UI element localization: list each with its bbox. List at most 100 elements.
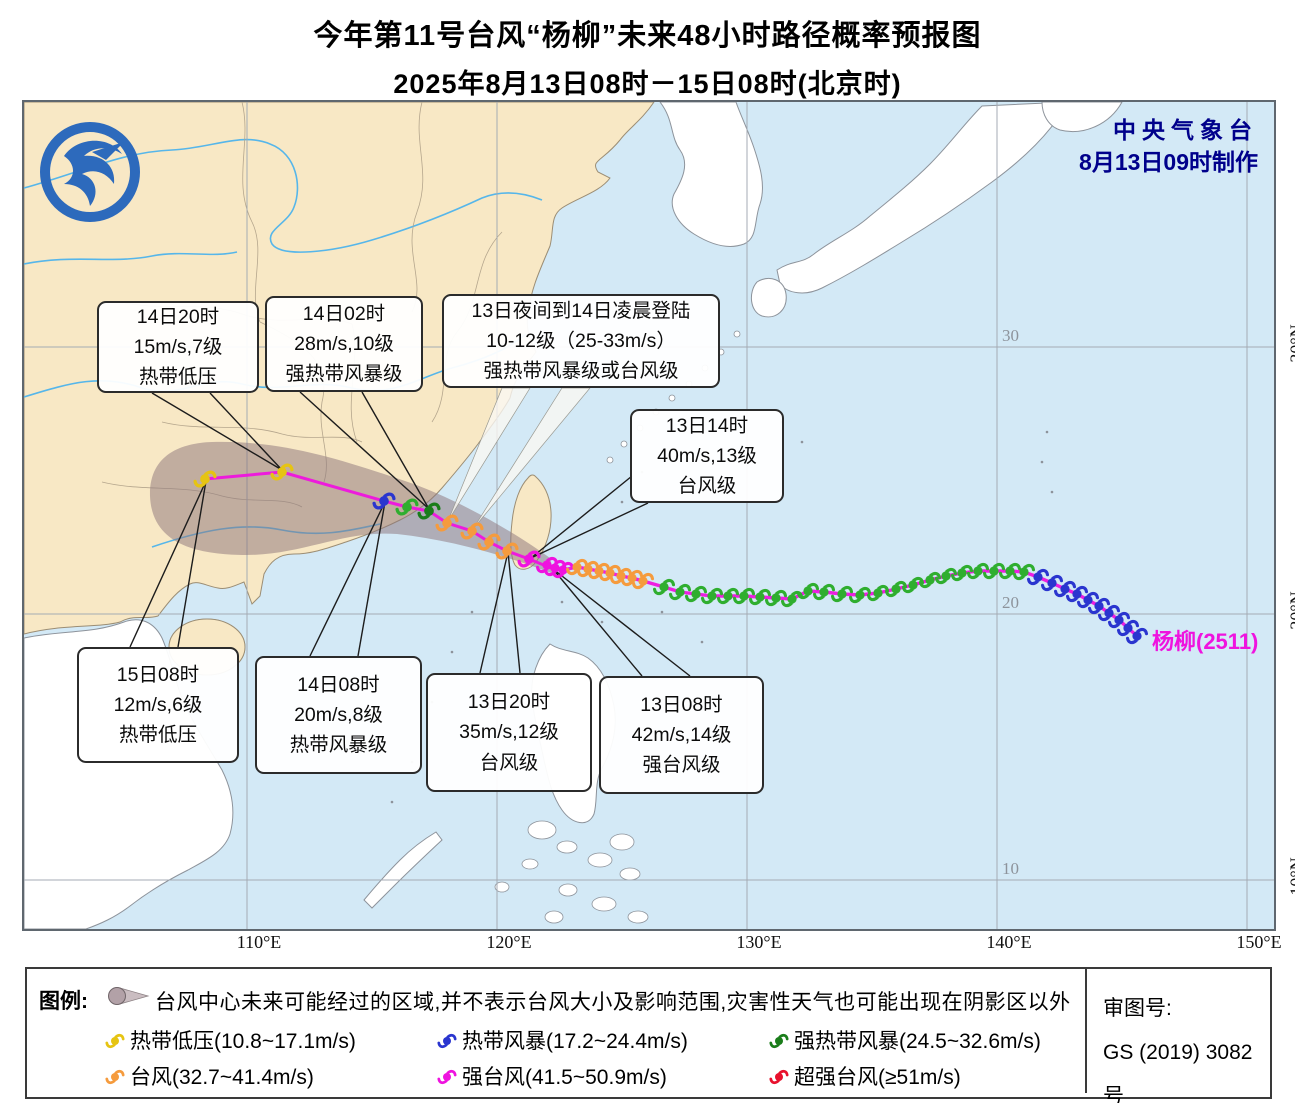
typhoon-symbol: [576, 560, 600, 578]
typhoon-symbol: [884, 580, 908, 598]
typhoon-symbol: [193, 470, 217, 488]
legend-cone-note: 台风中心未来可能经过的区域,并不表示台风大小及影响范围,灾害性天气也可能出现在阴…: [155, 991, 1071, 1014]
callout-line: 台风级: [479, 751, 539, 774]
legend-item-label: 台风(32.7~41.4m/s): [130, 1066, 314, 1089]
forecast-callout-5: 14日08时 20m/s,8级 热带风暴级: [255, 656, 422, 774]
legend-item-label: 超强台风(≥51m/s): [794, 1066, 961, 1089]
issue-time: 8月13日09时制作: [1079, 149, 1258, 176]
map-review-number: 审图号: GS (2019) 3082号: [1103, 987, 1270, 1103]
lon-tick-label: 110°E: [236, 932, 282, 952]
forecast-callout-6: 13日20时 35m/s,12级 台风级: [426, 673, 592, 792]
callout-line: 35m/s,12级: [459, 721, 559, 744]
callout-line: 12m/s,6级: [113, 693, 203, 716]
callout-line: 40m/s,13级: [657, 444, 757, 467]
callout-line: 热带低压: [138, 366, 217, 389]
typhoon-symbol: [830, 585, 854, 603]
typhoon-symbol: [1053, 580, 1077, 598]
typhoon-symbol: [460, 522, 484, 540]
legend-typhoon-icon: [437, 1033, 457, 1049]
typhoon-symbol: [764, 589, 788, 607]
callout-line: 13日20时: [467, 691, 551, 714]
forecast-callout-4: 15日08时 12m/s,6级 热带低压: [77, 647, 239, 763]
typhoon-symbol: [716, 587, 740, 605]
typhoon-symbol: [270, 463, 294, 481]
callout-line: 热带低压: [118, 724, 197, 747]
legend-item-STSd: 强热带风暴(24.5~32.6m/s): [769, 1025, 1041, 1055]
typhoon-symbol: [587, 562, 611, 580]
typhoon-symbol: [1097, 604, 1121, 622]
legend-title: 图例:: [39, 990, 88, 1013]
typhoon-symbol: [565, 558, 589, 576]
callout-line: 14日02时: [302, 302, 386, 325]
typhoon-symbol: [620, 569, 644, 587]
map-canvas: 30 20 10: [24, 102, 1274, 929]
typhoon-symbol: [598, 564, 622, 582]
legend-item-label: 热带风暴(17.2~24.4m/s): [462, 1030, 688, 1053]
typhoon-symbol: [684, 585, 708, 603]
typhoon-symbol: [417, 502, 441, 520]
typhoon-track-map: 30 20 10 中央气象台 8月13日09时制作 杨柳(2511) 14日20时 1…: [22, 100, 1276, 931]
cone-icon: [108, 987, 150, 1005]
callout-line: 强热带风暴级或台风级: [483, 360, 679, 383]
typhoon-symbol: [982, 562, 1006, 580]
typhoon-symbol: [1026, 568, 1050, 586]
typhoon-symbol: [748, 588, 772, 606]
forecast-callout-2: 13日夜间到14日凌晨登陆 10-12级（25-33m/s） 强热带风暴级或台风级: [442, 294, 720, 388]
review-value: GS (2019) 3082号: [1103, 1041, 1253, 1103]
callout-line: 热带风暴级: [289, 734, 388, 757]
legend-item-label: 强热带风暴(24.5~32.6m/s): [794, 1030, 1041, 1053]
review-label: 审图号:: [1103, 997, 1172, 1020]
legend-item-TY: 台风(32.7~41.4m/s): [105, 1061, 314, 1091]
legend-item-SuperTY: 超强台风(≥51m/s): [769, 1061, 961, 1091]
typhoon-symbol: [1116, 619, 1140, 637]
typhoon-symbol: [998, 562, 1022, 580]
typhoon-symbol: [551, 561, 575, 579]
typhoon-symbol: [435, 514, 459, 532]
legend-typhoon-icon: [437, 1069, 457, 1085]
forecast-callout-7: 13日08时 42m/s,14级 强台风级: [599, 676, 764, 794]
callout-line: 强台风级: [642, 754, 721, 777]
typhoon-symbol: [609, 567, 633, 585]
callout-line: 20m/s,8级: [294, 703, 383, 726]
legend-typhoon-icon: [105, 1069, 125, 1085]
callout-line: 台风级: [677, 475, 737, 498]
legend-item-TD: 热带低压(10.8~17.1m/s): [105, 1025, 356, 1055]
svg-text:10: 10: [1002, 859, 1019, 878]
callout-line: 13日夜间到14日凌晨登陆: [471, 299, 691, 322]
typhoon-symbol: [477, 533, 501, 551]
typhoon-symbol: [848, 586, 872, 604]
page-title: 今年第11号台风“杨柳”未来48小时路径概率预报图 2025年8月13日08时－…: [0, 12, 1295, 101]
typhoon-symbol: [700, 587, 724, 605]
legend-item-STY: 强台风(41.5~50.9m/s): [437, 1061, 667, 1091]
callout-line: 14日08时: [297, 673, 380, 696]
typhoon-symbol: [1076, 591, 1100, 609]
lon-tick-label: 130°E: [736, 932, 782, 952]
legend-typhoon-icon: [105, 1033, 125, 1049]
callout-line: 14日20时: [136, 305, 220, 328]
typhoon-symbol: [812, 583, 836, 601]
svg-text:30: 30: [1002, 326, 1019, 345]
typhoon-symbol: [631, 572, 655, 590]
typhoon-symbol: [966, 562, 990, 580]
lat-tick-label: 20°N: [1286, 591, 1295, 630]
typhoon-symbol: [1040, 574, 1064, 592]
legend-typhoon-icon: [769, 1033, 789, 1049]
typhoon-symbol: [1087, 597, 1111, 615]
legend-typhoon-icon: [769, 1069, 789, 1085]
agency-credit: 中央气象台 8月13日09时制作: [1079, 114, 1258, 178]
legend-divider: [1085, 969, 1087, 1093]
typhoon-symbol: [517, 550, 541, 568]
agency-name: 中央气象台: [1113, 117, 1258, 143]
typhoon-symbol: [918, 571, 942, 589]
callout-line: 15日08时: [116, 663, 200, 686]
lat-tick-label: 30°N: [1286, 324, 1295, 363]
legend-item-label: 热带低压(10.8~17.1m/s): [130, 1030, 356, 1053]
lon-tick-label: 140°E: [986, 932, 1032, 952]
typhoon-symbol: [796, 582, 820, 600]
typhoon-symbol: [866, 584, 890, 602]
forecast-callout-0: 14日20时 15m/s,7级 热带低压: [97, 301, 259, 393]
lon-tick-label: 120°E: [486, 932, 532, 952]
title-line2: 2025年8月13日08时－15日08时(北京时): [393, 69, 902, 99]
typhoon-symbol: [372, 492, 396, 510]
